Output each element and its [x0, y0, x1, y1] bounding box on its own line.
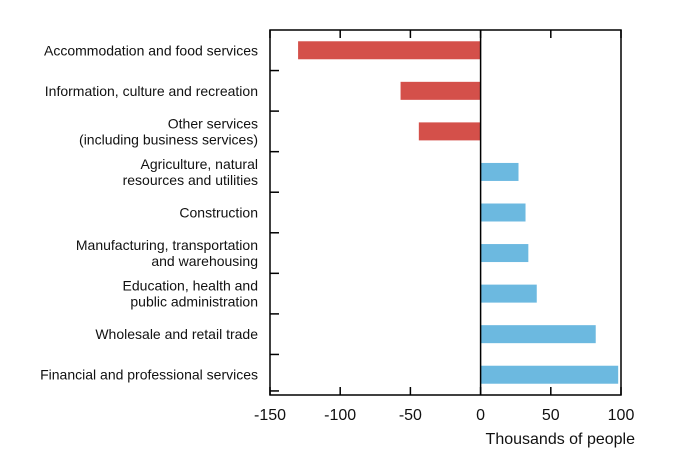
bar-3: [480, 162, 519, 181]
x-tick-label-2: -50: [399, 407, 422, 424]
bar-1: [400, 81, 481, 100]
y-ticks-group: [270, 69, 279, 392]
category-label-5: Manufacturing, transportation and warehou…: [76, 237, 258, 269]
category-labels-group: Accommodation and food services Informati…: [40, 42, 258, 382]
category-label-3: Agriculture, natural resources and utilit…: [123, 156, 258, 188]
bar-4: [480, 203, 526, 222]
x-axis-title: Thousands of people: [486, 431, 636, 448]
category-label-6: Education, health and public administrati…: [123, 278, 258, 310]
bars-group: [298, 41, 619, 384]
x-ticks-group: -150 -100 -50 0 50 100: [254, 30, 634, 424]
category-label-1: Information, culture and recreation: [45, 83, 258, 99]
category-label-2: Other services (including business servic…: [79, 115, 258, 147]
x-tick-label-5: 100: [608, 407, 635, 424]
category-label-0: Accommodation and food services: [44, 42, 258, 58]
category-label-8: Financial and professional services: [40, 367, 258, 383]
x-tick-label-1: -100: [324, 407, 356, 424]
x-tick-label-4: 50: [542, 407, 560, 424]
bar-5: [480, 244, 529, 263]
bar-0: [298, 41, 481, 60]
x-tick-label-3: 0: [476, 407, 485, 424]
bar-2: [418, 122, 481, 141]
x-tick-label-0: -150: [254, 407, 286, 424]
bar-8: [480, 365, 619, 384]
bar-7: [480, 325, 596, 344]
category-label-7: Wholesale and retail trade: [95, 326, 258, 342]
category-label-4: Construction: [179, 205, 258, 221]
plot-frame: [269, 29, 622, 396]
bar-6: [480, 284, 537, 303]
